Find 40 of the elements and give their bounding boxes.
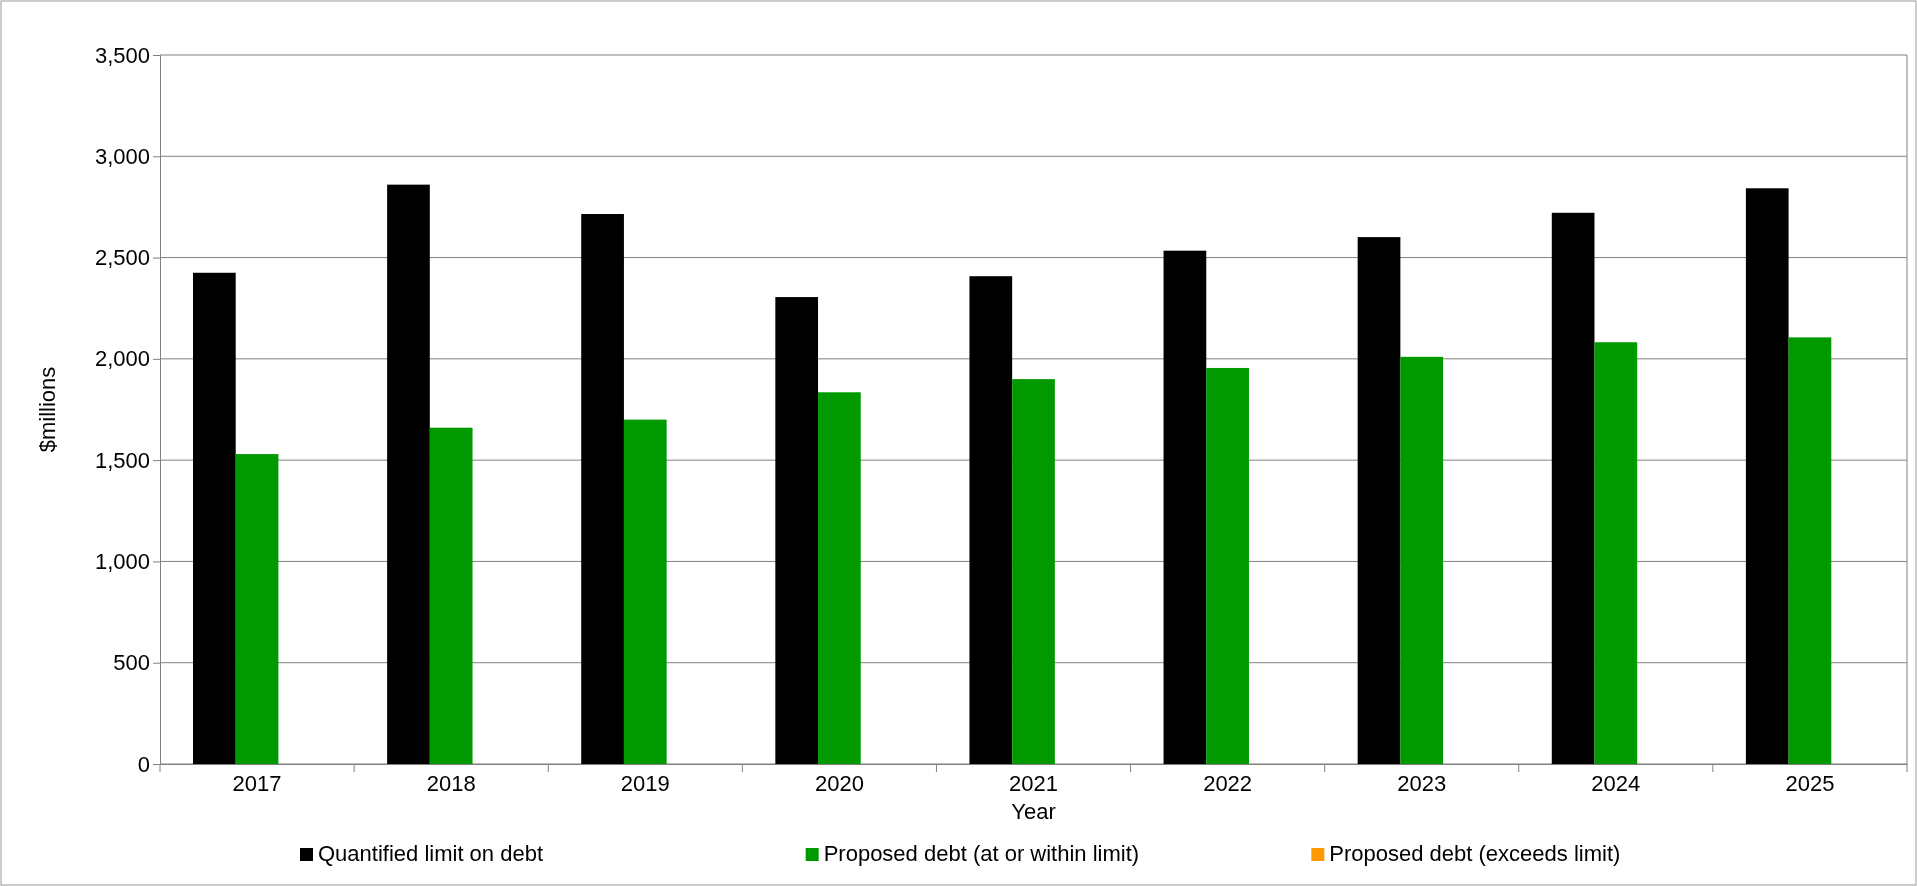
y-tick-label: 2,000 bbox=[94, 346, 150, 372]
x-tick-label: 2021 bbox=[1009, 771, 1058, 797]
y-tick-label: 3,000 bbox=[94, 143, 150, 169]
x-axis-title: Year bbox=[1011, 799, 1056, 824]
x-tick-label: 2022 bbox=[1203, 771, 1253, 797]
y-tick-label: 1,500 bbox=[94, 447, 150, 473]
y-tick-label: 2,500 bbox=[94, 245, 150, 271]
y-axis-title: $millions bbox=[35, 366, 60, 453]
x-tick-label: 2017 bbox=[232, 771, 282, 797]
x-tick-label: 2023 bbox=[1397, 771, 1447, 797]
bar bbox=[387, 184, 430, 764]
bar bbox=[429, 427, 473, 764]
y-tick-label: 3,500 bbox=[94, 42, 150, 68]
bar bbox=[1357, 237, 1401, 764]
bar bbox=[623, 419, 667, 764]
x-tick-label: 2020 bbox=[814, 771, 864, 797]
y-tick-label: 1,000 bbox=[94, 548, 150, 574]
x-tick-label: 2018 bbox=[426, 771, 476, 797]
bar bbox=[969, 276, 1013, 764]
legend-label: Proposed debt (exceeds limit) bbox=[1329, 841, 1621, 866]
bar bbox=[1206, 367, 1249, 764]
bar bbox=[775, 297, 819, 764]
legend-label: Proposed debt (at or within limit) bbox=[823, 841, 1140, 866]
x-tick-label: 2025 bbox=[1785, 771, 1835, 797]
bar bbox=[235, 454, 279, 764]
bar bbox=[193, 272, 236, 764]
bar bbox=[1012, 379, 1055, 764]
y-tick-label: 0 bbox=[137, 751, 150, 777]
bar bbox=[1163, 250, 1207, 764]
bar bbox=[581, 214, 624, 764]
legend-label: Quantified limit on debt bbox=[318, 841, 544, 866]
bar bbox=[1400, 356, 1444, 764]
y-tick-label: 500 bbox=[113, 650, 150, 676]
bar bbox=[818, 392, 861, 764]
bar bbox=[1745, 188, 1789, 764]
bar bbox=[1594, 342, 1638, 764]
bar bbox=[1551, 212, 1595, 764]
x-tick-label: 2019 bbox=[620, 771, 670, 797]
bar bbox=[1788, 337, 1832, 764]
x-tick-label: 2024 bbox=[1591, 771, 1641, 797]
